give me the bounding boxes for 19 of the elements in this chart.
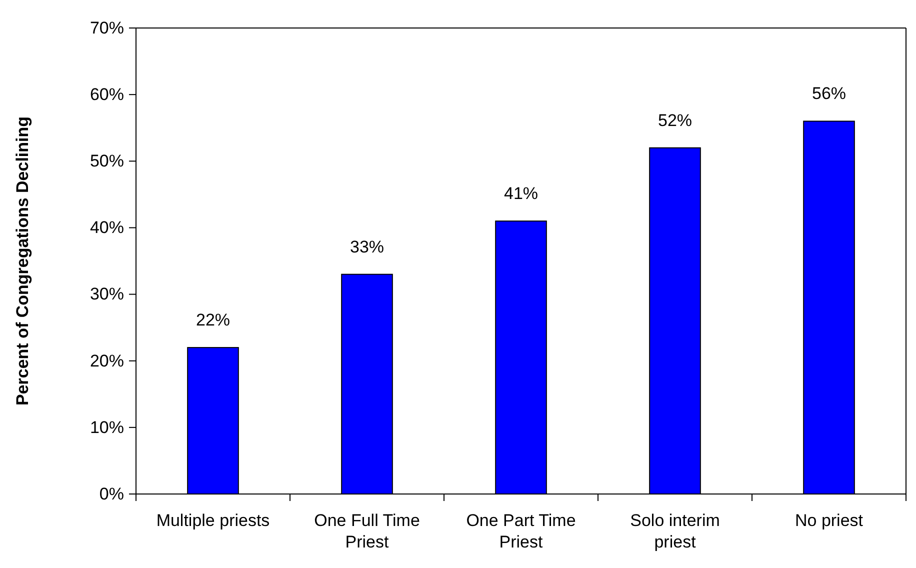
y-tick-label: 60% (90, 85, 124, 104)
data-label: 52% (658, 110, 692, 130)
data-label: 22% (196, 310, 230, 330)
y-tick-label: 20% (90, 351, 124, 370)
y-tick-label: 0% (99, 484, 124, 504)
y-tick-label: 50% (90, 152, 124, 171)
data-label: 33% (350, 237, 384, 256)
data-label: 41% (504, 184, 538, 204)
y-axis-title: Percent of Congregations Declining (12, 116, 32, 406)
x-tick-label: No priest (794, 511, 864, 530)
x-tick-label: Solo interim priest (630, 511, 720, 552)
data-label: 56% (812, 84, 846, 104)
y-tick-label: 10% (90, 418, 124, 437)
y-tick-label: 70% (90, 18, 124, 38)
x-tick-label: Multiple priests (156, 511, 270, 530)
y-tick-label: 30% (90, 284, 124, 304)
x-tick-label: One Part Time Priest (466, 511, 576, 552)
x-tick-label: One Full Time Priest (314, 511, 420, 552)
y-tick-label: 40% (90, 218, 124, 238)
